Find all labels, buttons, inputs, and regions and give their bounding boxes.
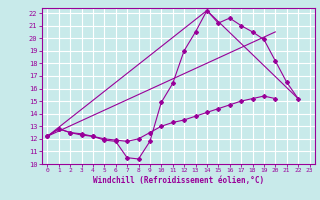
X-axis label: Windchill (Refroidissement éolien,°C): Windchill (Refroidissement éolien,°C) (93, 176, 264, 185)
